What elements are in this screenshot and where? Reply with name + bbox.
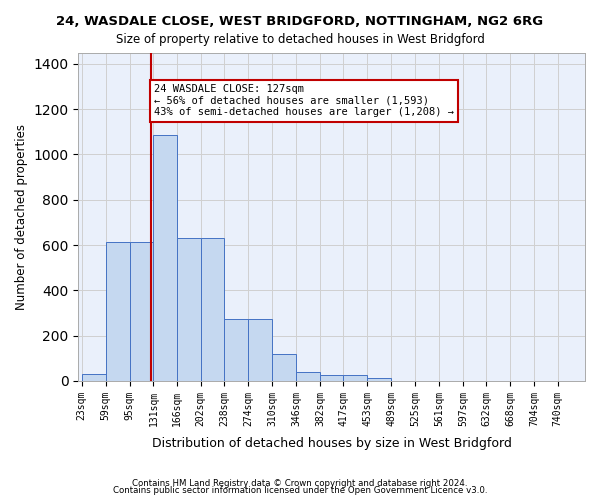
Bar — [296, 372, 320, 381]
Y-axis label: Number of detached properties: Number of detached properties — [15, 124, 28, 310]
Bar — [224, 318, 248, 381]
Bar — [320, 376, 343, 381]
Bar — [154, 135, 176, 381]
Bar — [248, 318, 272, 381]
Bar — [343, 376, 367, 381]
X-axis label: Distribution of detached houses by size in West Bridgford: Distribution of detached houses by size … — [152, 437, 512, 450]
Bar — [367, 378, 391, 381]
Bar — [130, 242, 154, 381]
Text: Contains public sector information licensed under the Open Government Licence v3: Contains public sector information licen… — [113, 486, 487, 495]
Bar — [272, 354, 296, 381]
Bar — [200, 238, 224, 381]
Bar — [82, 374, 106, 381]
Bar — [176, 238, 200, 381]
Text: Size of property relative to detached houses in West Bridgford: Size of property relative to detached ho… — [116, 32, 484, 46]
Text: 24, WASDALE CLOSE, WEST BRIDGFORD, NOTTINGHAM, NG2 6RG: 24, WASDALE CLOSE, WEST BRIDGFORD, NOTTI… — [56, 15, 544, 28]
Text: Contains HM Land Registry data © Crown copyright and database right 2024.: Contains HM Land Registry data © Crown c… — [132, 478, 468, 488]
Text: 24 WASDALE CLOSE: 127sqm
← 56% of detached houses are smaller (1,593)
43% of sem: 24 WASDALE CLOSE: 127sqm ← 56% of detach… — [154, 84, 454, 117]
Bar — [106, 242, 130, 381]
